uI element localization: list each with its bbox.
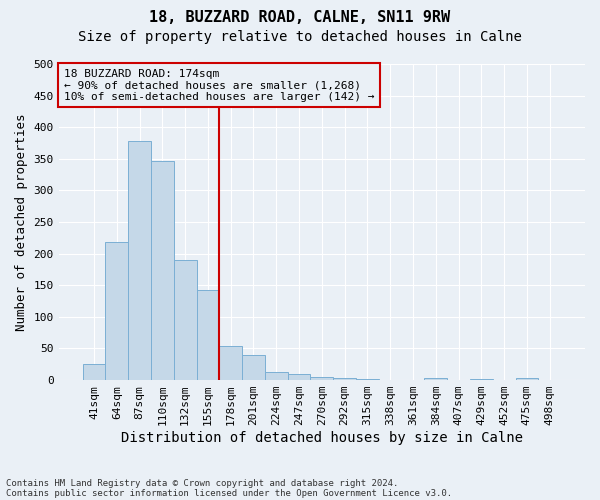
- Bar: [242, 355, 265, 380]
- Text: Contains HM Land Registry data © Crown copyright and database right 2024.: Contains HM Land Registry data © Crown c…: [6, 478, 398, 488]
- Bar: [106, 242, 128, 380]
- Bar: [265, 372, 287, 380]
- Bar: [128, 141, 151, 380]
- Text: 18, BUZZARD ROAD, CALNE, SN11 9RW: 18, BUZZARD ROAD, CALNE, SN11 9RW: [149, 10, 451, 25]
- Bar: [287, 374, 310, 380]
- Bar: [515, 378, 538, 380]
- Bar: [151, 160, 174, 380]
- Text: Contains public sector information licensed under the Open Government Licence v3: Contains public sector information licen…: [6, 488, 452, 498]
- Text: 18 BUZZARD ROAD: 174sqm
← 90% of detached houses are smaller (1,268)
10% of semi: 18 BUZZARD ROAD: 174sqm ← 90% of detache…: [64, 68, 374, 102]
- Bar: [197, 290, 220, 380]
- Bar: [83, 364, 106, 380]
- Bar: [220, 346, 242, 380]
- Bar: [310, 377, 333, 380]
- Bar: [333, 378, 356, 380]
- Bar: [470, 379, 493, 380]
- Bar: [174, 260, 197, 380]
- Text: Size of property relative to detached houses in Calne: Size of property relative to detached ho…: [78, 30, 522, 44]
- X-axis label: Distribution of detached houses by size in Calne: Distribution of detached houses by size …: [121, 431, 523, 445]
- Bar: [424, 378, 447, 380]
- Y-axis label: Number of detached properties: Number of detached properties: [15, 114, 28, 331]
